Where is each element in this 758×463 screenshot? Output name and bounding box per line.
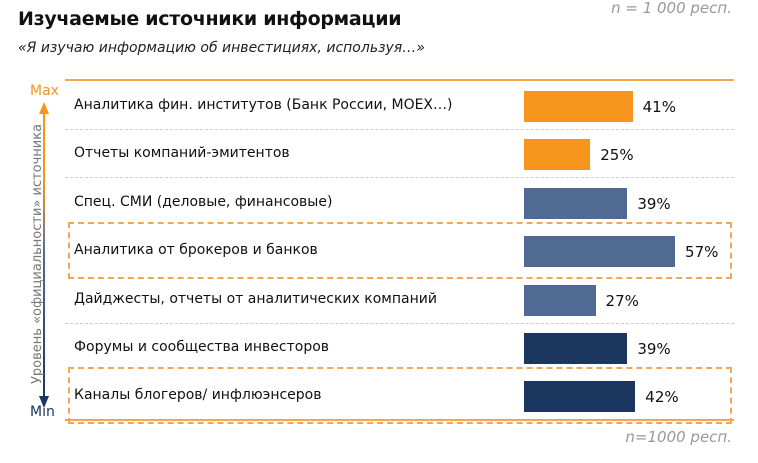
axis-min-label: Min [30,404,55,420]
bar-row: Отчеты компаний-эмитентов 25% [65,129,734,179]
highlight-box [68,367,732,424]
category-label: Спец. СМИ (деловые, финансовые) [74,193,333,210]
bar [524,333,628,364]
bar-row: Форумы и сообщества инвесторов 39% [65,323,734,372]
axis-max-label: Max [30,83,59,99]
bar [524,236,676,268]
bar-row: Дайджесты, отчеты от аналитических компа… [65,275,734,324]
data-label: 41% [642,98,676,116]
highlight-box [68,222,732,279]
bar [524,91,633,122]
data-label: 39% [637,194,671,213]
sample-size-note: n=1000 респ. [625,428,732,446]
bottom-rule [65,419,734,421]
data-label: 42% [645,388,679,407]
bar [524,284,596,316]
row-divider [65,177,734,179]
officiality-arrow-icon [39,102,49,408]
bar-row: Каналы блогеров/ инфлюэнсеров 42% [65,371,734,420]
data-label: 39% [637,340,671,358]
bar [524,187,628,219]
category-label: Каналы блогеров/ инфлюэнсеров [74,387,322,404]
category-label: Дайджесты, отчеты от аналитических компа… [74,290,437,307]
sample-size-note-top: n = 1 000 респ. [611,0,732,17]
category-label: Отчеты компаний-эмитентов [74,145,290,162]
data-label: 25% [600,146,634,165]
bar-row: Аналитика фин. институтов (Банк России, … [65,81,734,130]
category-label: Аналитика от брокеров и банков [74,242,318,259]
category-label: Аналитика фин. институтов (Банк России, … [74,97,453,113]
bar-row: Спец. СМИ (деловые, финансовые) 39% [65,178,734,227]
top-rule [65,79,734,81]
category-label: Форумы и сообщества инвесторов [74,339,330,355]
bar [524,139,591,171]
row-divider [65,322,734,324]
chart-subtitle: «Я изучаю информацию об инвестициях, исп… [18,40,425,56]
data-label: 27% [605,291,639,310]
axis-title: Уровень «официальности» источника [30,123,45,384]
chart-title: Изучаемые источники информации [18,8,402,30]
bar-row: Аналитика от брокеров и банков 57% [65,226,734,275]
bar [524,381,636,413]
row-divider [65,129,734,130]
data-label: 57% [685,243,719,262]
